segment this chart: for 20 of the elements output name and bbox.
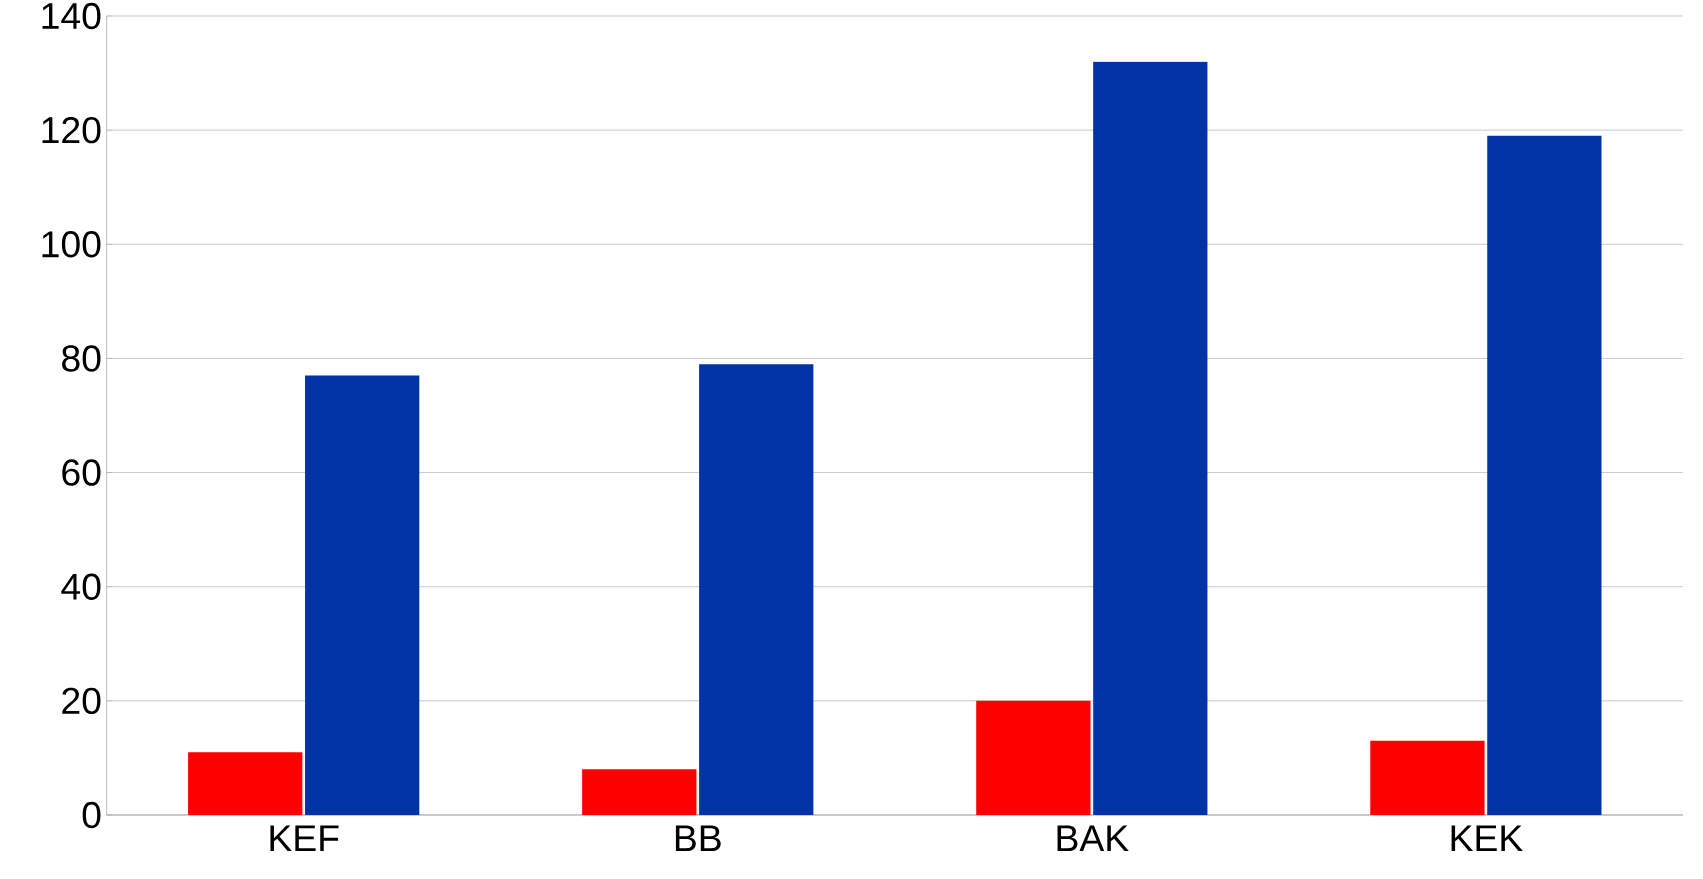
x-tick-label: KEK	[1451, 825, 1523, 852]
bar	[188, 752, 303, 815]
bar	[582, 769, 697, 815]
x-tick-label: BAK	[1057, 825, 1129, 852]
bar	[976, 700, 1091, 815]
y-tick-label: 40	[61, 573, 101, 600]
x-tick-label: BB	[675, 825, 721, 852]
bar	[1370, 740, 1485, 815]
bar	[1093, 61, 1208, 815]
y-tick-label: 100	[42, 231, 101, 258]
bar	[305, 375, 420, 815]
y-tick-label: 60	[62, 459, 101, 486]
x-tick-label: KEF	[270, 825, 339, 852]
y-tick-label: 120	[42, 116, 101, 144]
bar	[699, 364, 814, 815]
y-tick-label: 20	[62, 687, 101, 715]
y-tick-label: 80	[62, 345, 101, 372]
y-tick-label: 0	[82, 801, 101, 829]
y-tick-label: 140	[42, 2, 101, 30]
bar	[1487, 135, 1602, 815]
